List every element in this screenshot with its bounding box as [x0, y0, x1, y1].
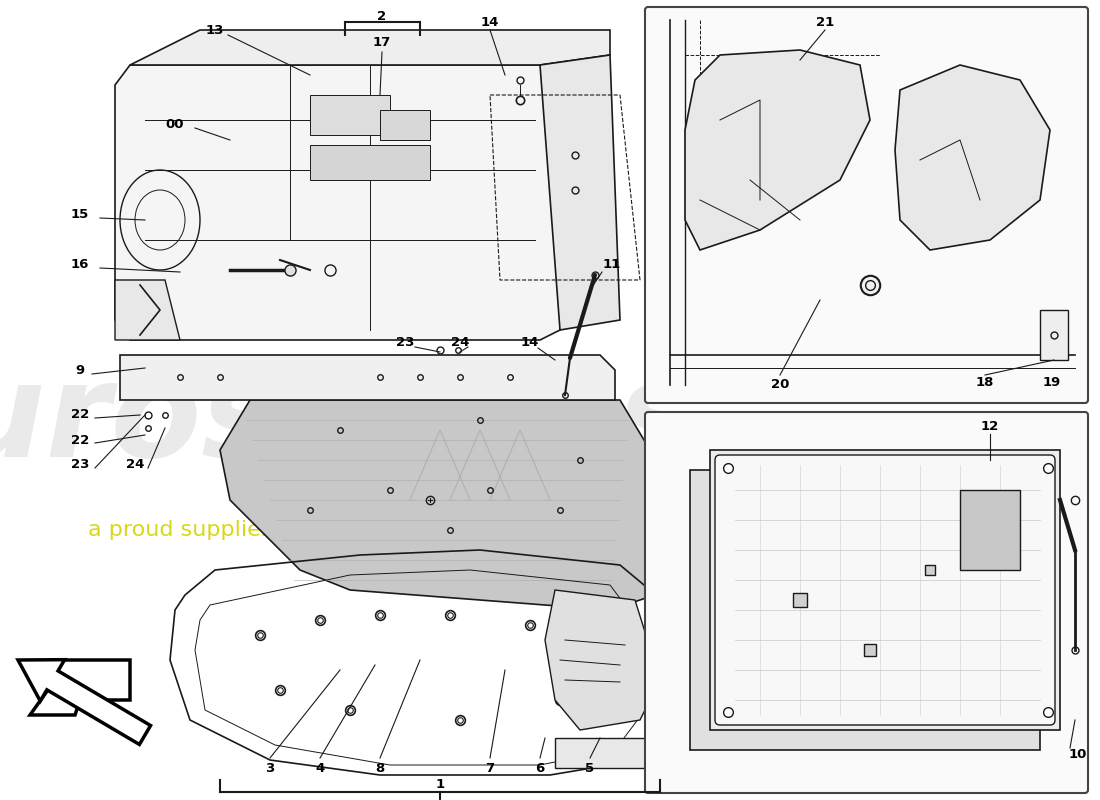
Text: 16: 16 [70, 258, 89, 271]
Text: 12: 12 [981, 419, 999, 433]
FancyBboxPatch shape [310, 95, 390, 135]
Text: 19: 19 [1043, 375, 1062, 389]
Text: 15: 15 [70, 209, 89, 222]
Text: 20: 20 [771, 378, 789, 391]
FancyBboxPatch shape [310, 145, 430, 180]
Text: 22: 22 [70, 409, 89, 422]
FancyBboxPatch shape [379, 110, 430, 140]
Text: 8: 8 [375, 762, 385, 774]
Text: 1: 1 [436, 778, 444, 791]
Text: 2: 2 [377, 10, 386, 23]
FancyBboxPatch shape [1040, 310, 1068, 360]
Text: 3: 3 [265, 762, 275, 774]
FancyBboxPatch shape [715, 455, 1055, 725]
Polygon shape [544, 590, 660, 730]
Polygon shape [120, 355, 615, 400]
Polygon shape [690, 470, 1040, 750]
FancyBboxPatch shape [960, 490, 1020, 570]
Polygon shape [540, 55, 620, 330]
Text: 23: 23 [70, 458, 89, 471]
Polygon shape [895, 65, 1050, 250]
Text: 23: 23 [396, 335, 415, 349]
Polygon shape [685, 50, 870, 250]
Text: 7: 7 [485, 762, 495, 774]
Text: 22: 22 [70, 434, 89, 446]
Text: 5: 5 [585, 762, 595, 774]
Text: 13: 13 [206, 23, 224, 37]
Text: 6: 6 [536, 762, 544, 774]
Text: 21: 21 [816, 15, 834, 29]
Text: 14: 14 [481, 15, 499, 29]
Polygon shape [116, 65, 560, 340]
Polygon shape [710, 450, 1060, 730]
Polygon shape [116, 280, 180, 340]
Text: 18: 18 [976, 375, 994, 389]
Text: 11: 11 [603, 258, 622, 271]
Polygon shape [220, 400, 680, 610]
FancyBboxPatch shape [645, 412, 1088, 793]
Polygon shape [130, 30, 610, 65]
FancyBboxPatch shape [645, 7, 1088, 403]
Text: a proud supplier of parts since 1985: a proud supplier of parts since 1985 [88, 520, 492, 540]
Text: 00: 00 [166, 118, 185, 131]
Text: 17: 17 [373, 35, 392, 49]
Polygon shape [30, 660, 130, 715]
Text: eurospares: eurospares [0, 357, 697, 483]
Text: 10: 10 [1069, 749, 1087, 762]
Text: 24: 24 [451, 335, 470, 349]
FancyBboxPatch shape [556, 738, 645, 768]
Text: 14: 14 [520, 335, 539, 349]
Text: 24: 24 [125, 458, 144, 471]
Text: 4: 4 [316, 762, 324, 774]
Text: 9: 9 [76, 363, 85, 377]
FancyArrow shape [18, 660, 151, 745]
